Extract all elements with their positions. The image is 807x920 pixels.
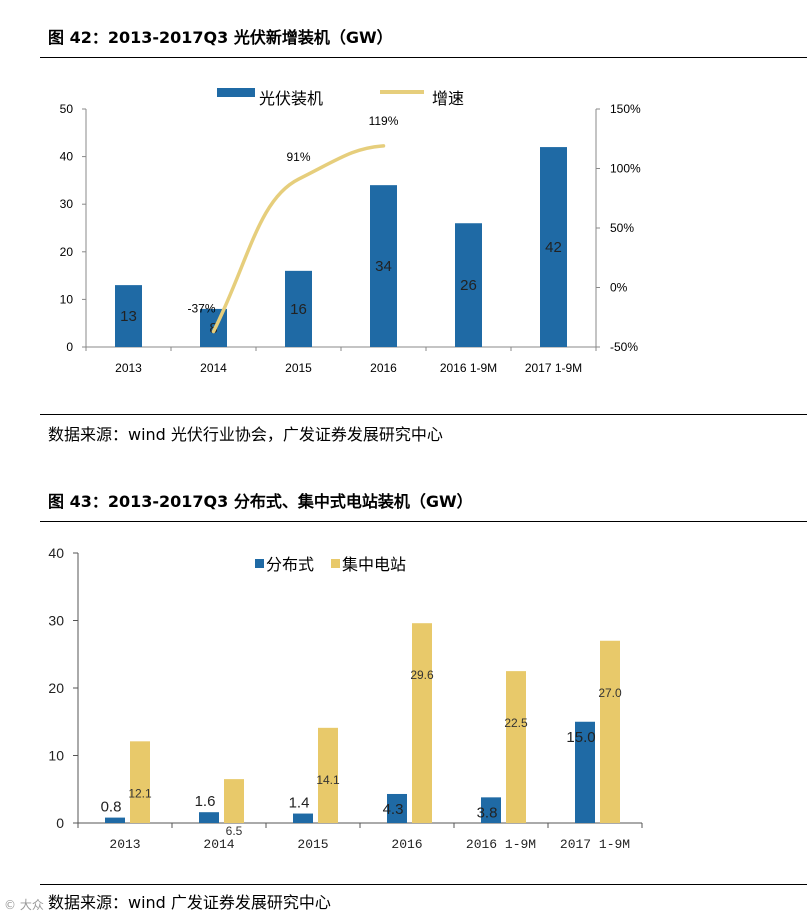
chart-installed-capacity: 0 10 20 30 40 50 -50% 0% 50% 100% 150% 2013 2014 2015…: [60, 88, 641, 375]
x-tick-label: 2017 1-9M: [525, 361, 582, 375]
distributed-bar: [105, 817, 125, 823]
x-tick-label: 2014: [203, 837, 234, 852]
centralized-bar: [318, 727, 338, 823]
x-tick-label: 2015: [285, 361, 312, 375]
left-tick-label: 10: [60, 292, 74, 306]
centralized-bar-label: 14.1: [316, 773, 340, 787]
distributed-bar-label: 1.4: [289, 795, 310, 812]
right-tick-label: 0%: [610, 281, 628, 295]
left-tick-label: 20: [60, 245, 74, 259]
centralized-bar: [412, 623, 432, 823]
source-divider-1: [40, 414, 807, 415]
centralized-bar-label: 29.6: [410, 668, 434, 682]
centralized-bar: [130, 741, 150, 823]
distributed-bar-label: 0.8: [101, 799, 122, 816]
legend-label-capacity: 光伏装机: [259, 89, 323, 108]
left-tick-label: 40: [60, 150, 74, 164]
distributed-bar-label: 15.0: [566, 729, 595, 746]
capacity-bar: [370, 185, 397, 347]
distributed-bar-label: 3.8: [477, 804, 498, 821]
chart-distributed-vs-centralized: 0 10 20 30 40 2013 2014 2015 2016 2016 1-9M 2017 1…: [48, 545, 643, 852]
distributed-bar: [199, 812, 219, 823]
distributed-bar: [293, 813, 313, 823]
x-tick-label: 2016: [370, 361, 397, 375]
y-tick-label: 40: [48, 545, 64, 561]
distributed-bar-label: 4.3: [383, 801, 404, 818]
growth-line: [211, 144, 386, 334]
figure-42-source: 数据来源：wind 光伏行业协会，广发证券发展研究中心: [48, 425, 443, 444]
left-tick-label: 30: [60, 197, 74, 211]
legend-swatch-centralized: [331, 559, 340, 568]
capacity-bar-label: 26: [460, 277, 477, 294]
capacity-bar: [285, 270, 312, 347]
centralized-bar: [506, 671, 526, 823]
distributed-bar: [387, 793, 407, 823]
centralized-bar-label: 27.0: [598, 686, 622, 700]
x-tick-label: 2016 1-9M: [466, 837, 536, 852]
figure-42-title: 图 42：2013-2017Q3 光伏新增装机（GW）: [48, 28, 393, 47]
source-divider-2: [40, 884, 807, 885]
capacity-bar-label: 42: [545, 239, 562, 256]
distributed-bar: [575, 721, 595, 823]
x-tick-label: 2016: [391, 837, 422, 852]
centralized-bar-label: 12.1: [128, 786, 152, 800]
figure-43-source: 数据来源：wind 广发证券发展研究中心: [48, 893, 331, 912]
y-tick-label: 20: [48, 680, 64, 696]
centralized-bar: [600, 640, 620, 823]
x-tick-label: 2014: [200, 361, 227, 375]
right-tick-label: 150%: [610, 102, 641, 116]
right-tick-label: 50%: [610, 221, 634, 235]
x-tick-label: 2013: [115, 361, 142, 375]
legend-label-distributed: 分布式: [266, 555, 314, 574]
y-tick-label: 0: [56, 815, 64, 831]
watermark: © 大众: [4, 898, 44, 912]
x-tick-label: 2017 1-9M: [560, 837, 630, 852]
right-tick-label: 100%: [610, 162, 641, 176]
legend-swatch-distributed: [255, 559, 264, 568]
x-tick-label: 2016 1-9M: [440, 361, 497, 375]
legend-label-centralized: 集中电站: [342, 555, 406, 574]
distributed-bar: [481, 797, 501, 823]
capacity-bar: [540, 147, 567, 347]
growth-label: 119%: [369, 114, 399, 128]
centralized-bar: [224, 779, 244, 823]
y-tick-label: 10: [48, 748, 64, 764]
x-tick-label: 2013: [109, 837, 140, 852]
capacity-bar-label: 16: [290, 301, 307, 318]
legend-swatch-capacity: [217, 88, 255, 97]
growth-label: 91%: [286, 150, 310, 164]
capacity-bar: [115, 285, 142, 347]
figure-43-title: 图 43：2013-2017Q3 分布式、集中式电站装机（GW）: [48, 492, 473, 511]
title-divider-1: [40, 57, 807, 58]
y-tick-label: 30: [48, 613, 64, 629]
capacity-bar: [455, 223, 482, 347]
centralized-bar-label: 22.5: [504, 716, 528, 730]
capacity-bar-label: 34: [375, 258, 392, 275]
title-divider-2: [40, 521, 807, 522]
centralized-bar-label: 6.5: [226, 824, 243, 838]
growth-label: -37%: [187, 302, 215, 316]
distributed-bar-label: 1.6: [195, 793, 216, 810]
right-tick-label: -50%: [610, 340, 638, 354]
legend-label-growth: 增速: [432, 89, 464, 108]
x-tick-label: 2015: [297, 837, 328, 852]
capacity-bar-label: 13: [120, 308, 137, 325]
left-tick-label: 50: [60, 102, 74, 116]
left-tick-label: 0: [66, 340, 73, 354]
